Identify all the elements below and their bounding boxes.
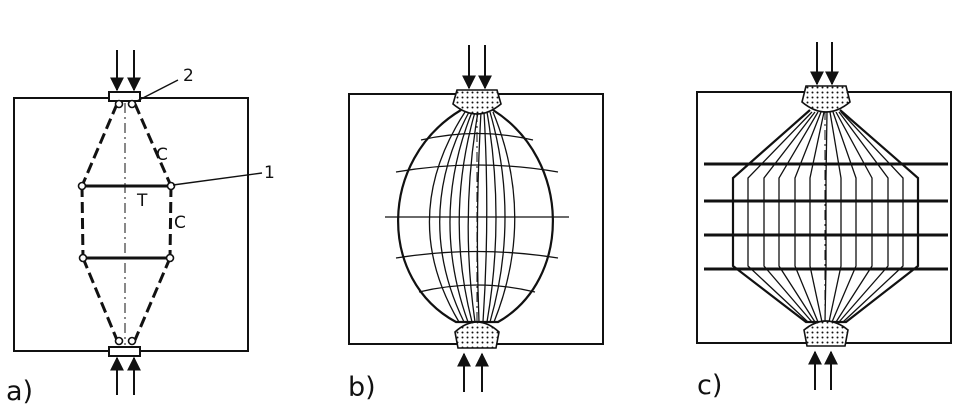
panel-a-leader-1 bbox=[172, 172, 263, 186]
panel-c-bottom-bearing bbox=[803, 320, 849, 347]
callout-1-label: 1 bbox=[264, 163, 275, 183]
tie-label: T bbox=[136, 191, 148, 211]
panel-b bbox=[348, 45, 604, 392]
panel-a-leader-2 bbox=[136, 79, 179, 102]
panel-c bbox=[696, 42, 952, 390]
panel-a-compression-struts bbox=[80, 103, 173, 341]
panel-c-label: c) bbox=[697, 370, 722, 401]
panel-a-frame bbox=[13, 97, 249, 352]
panel-a-top-plate bbox=[108, 91, 141, 102]
panel-a bbox=[13, 50, 263, 395]
panel-b-bottom-bearing bbox=[454, 321, 500, 349]
panel-b-frame bbox=[348, 93, 604, 345]
strut-label-upper: C bbox=[156, 145, 168, 165]
panel-a-bottom-plate bbox=[108, 346, 141, 357]
panel-a-nodes bbox=[77, 99, 176, 346]
strut-label-right: C bbox=[174, 213, 186, 233]
panel-c-stress-trajectories bbox=[747, 111, 904, 323]
panel-c-frame bbox=[696, 91, 952, 344]
panel-a-label: a) bbox=[6, 376, 33, 407]
panel-b-top-bearing bbox=[452, 89, 502, 115]
panel-c-reinforcement-bars bbox=[704, 162, 948, 271]
panel-b-label: b) bbox=[348, 372, 376, 403]
panel-c-top-bearing bbox=[801, 85, 851, 113]
callout-2-label: 2 bbox=[183, 66, 194, 86]
